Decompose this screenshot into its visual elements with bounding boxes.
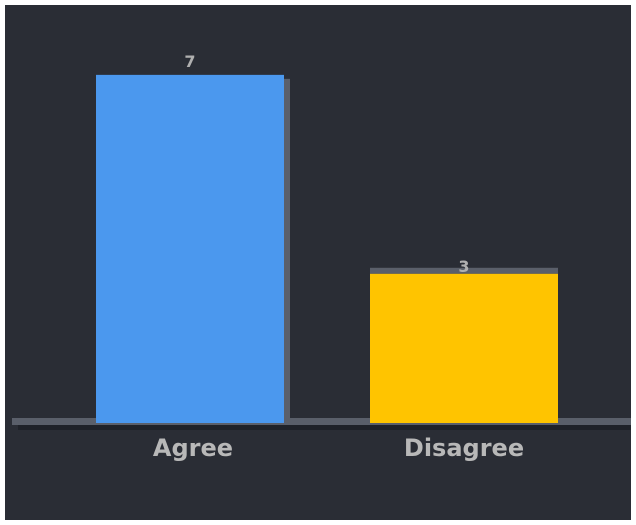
bar-agree — [96, 75, 284, 423]
value-label-disagree: 3 — [458, 257, 469, 276]
value-label-agree: 7 — [184, 52, 195, 71]
category-label-agree: Agree — [153, 434, 233, 462]
category-label-disagree: Disagree — [404, 434, 524, 462]
bars-layer — [96, 75, 558, 423]
bar-disagree — [370, 274, 558, 423]
bar-shadow-agree — [284, 79, 290, 423]
